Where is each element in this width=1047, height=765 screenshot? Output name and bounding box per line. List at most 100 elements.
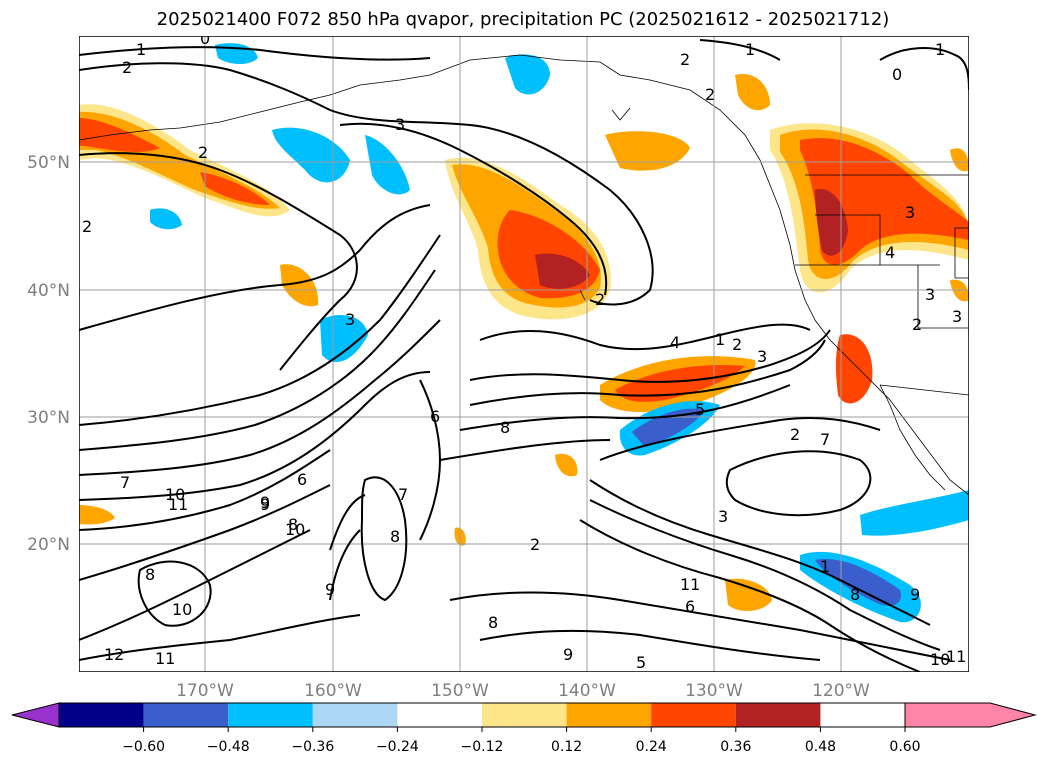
precip-pos-9 (555, 453, 578, 477)
contour-label: 1 (820, 557, 830, 576)
lon-label-170w: 170°W (176, 681, 234, 701)
contour-label: 2 (912, 315, 922, 334)
contour-labels: 0 1 2 1 2 3 2 2 1 0 2 1 2 3 4 2 3 3 3 2 … (82, 36, 966, 672)
colorbar-swatch (59, 703, 144, 727)
precip-neg-1 (272, 127, 350, 183)
contour-line (589, 499, 941, 651)
colorbar-swatch (735, 703, 821, 727)
precip-pos-3 (280, 264, 319, 307)
lat-label-40n: 40°N (27, 281, 70, 301)
precip-pos-6 (79, 505, 115, 525)
map-title: 2025021400 F072 850 hPa qvapor, precipit… (157, 9, 890, 30)
contour-line (79, 46, 431, 61)
contour-label: 2 (705, 85, 715, 104)
contour-label: 1 (745, 40, 755, 59)
colorbar-swatch (566, 703, 652, 727)
political-borders (795, 174, 969, 396)
contour-label: 9 (260, 495, 270, 514)
contour-label: 9 (325, 580, 335, 599)
lon-axis: 170°W 160°W 150°W 140°W 130°W 120°W (176, 681, 870, 701)
contour-label: 10 (165, 485, 185, 504)
colorbar-tick-label: −0.12 (461, 739, 504, 755)
contour-line (79, 269, 436, 451)
contour-label: 4 (670, 333, 680, 352)
precip-neg-6 (320, 315, 368, 363)
contour-label: 8 (288, 515, 298, 534)
contour-label: 5 (636, 653, 646, 672)
colorbar-tick-label: −0.60 (122, 739, 165, 755)
colorbar: −0.60 −0.48 −0.36 −0.24 −0.12 0.12 0.24 … (11, 702, 1037, 755)
lon-label-120w: 120°W (812, 681, 870, 701)
contour-label: 3 (757, 347, 767, 366)
contour-line (589, 479, 931, 626)
contour-label: 6 (297, 470, 307, 489)
contour-line (79, 449, 331, 531)
lat-axis: 50°N 40°N 30°N 20°N (27, 153, 70, 555)
border-us-mexico (879, 384, 969, 396)
qvapor-contours (79, 39, 969, 672)
colorbar-tick-label: 0.24 (636, 739, 667, 755)
contour-label: 8 (850, 585, 860, 604)
colorbar-tick-label: 0.48 (805, 739, 836, 755)
contour-label: 0 (892, 65, 902, 84)
contour-label: 2 (595, 290, 605, 309)
colorbar-swatch (651, 703, 736, 727)
coastline-alaska (79, 54, 761, 161)
contour-label: 9 (260, 493, 270, 512)
colorbar-tick-label: 0.36 (720, 739, 751, 755)
colorbar-tick-label: −0.36 (291, 739, 334, 755)
contour-line (469, 339, 826, 406)
coastline-baja (879, 384, 946, 491)
colorbar-tick-label: −0.24 (376, 739, 419, 755)
contour-label: 7 (820, 430, 830, 449)
contour-label: 2 (198, 143, 208, 162)
contour-label: 9 (910, 585, 920, 604)
colorbar-swatch (397, 703, 482, 727)
lon-label-150w: 150°W (431, 681, 489, 701)
contour-label: 8 (390, 527, 400, 546)
precip-pos-1 (605, 131, 690, 171)
lon-label-160w: 160°W (304, 681, 362, 701)
lat-label-30n: 30°N (27, 408, 70, 428)
colorbar-tick-label: 0.12 (551, 739, 582, 755)
contour-label: 3 (905, 203, 915, 222)
precip-pos-central-peak (535, 253, 590, 289)
contour-label: 11 (946, 647, 966, 666)
contour-label: 8 (145, 565, 155, 584)
contour-label: 6 (685, 597, 695, 616)
contour-label: 2 (680, 50, 690, 69)
contour-label: 2 (732, 335, 742, 354)
contour-label: 10 (930, 650, 950, 669)
contour-label: 8 (500, 418, 510, 437)
coastline-north-america (759, 159, 969, 496)
contour-label: 3 (718, 507, 728, 526)
contour-label: 3 (395, 115, 405, 134)
precip-pos-5 (725, 578, 772, 612)
contour-label: 5 (695, 400, 705, 419)
contour-line (699, 39, 781, 61)
graticule (79, 36, 969, 672)
precip-neg-8 (860, 490, 969, 536)
contour-label: 12 (104, 645, 124, 664)
lat-label-20n: 20°N (27, 535, 70, 555)
precip-neg-5 (150, 208, 182, 230)
contour-line (419, 379, 442, 541)
contour-label: 1 (715, 330, 725, 349)
colorbar-swatch (143, 703, 229, 727)
contour-label: 3 (925, 285, 935, 304)
contour-label: 3 (952, 307, 962, 326)
border-states-1 (815, 214, 940, 266)
contour-line (79, 529, 311, 641)
precip-pos-nw-max (79, 118, 270, 205)
colorbar-swatch (482, 703, 567, 727)
contour-line (79, 484, 331, 581)
precip-neg-7-core (815, 559, 901, 606)
contour-label: 11 (680, 575, 700, 594)
contour-label: 10 (285, 520, 305, 539)
colorbar-swatch (312, 703, 398, 727)
contour-line (79, 614, 361, 661)
contour-line (439, 439, 611, 461)
precip-pos-2 (735, 74, 770, 111)
contour-label: 11 (168, 495, 188, 514)
precip-neg-3 (505, 54, 550, 95)
